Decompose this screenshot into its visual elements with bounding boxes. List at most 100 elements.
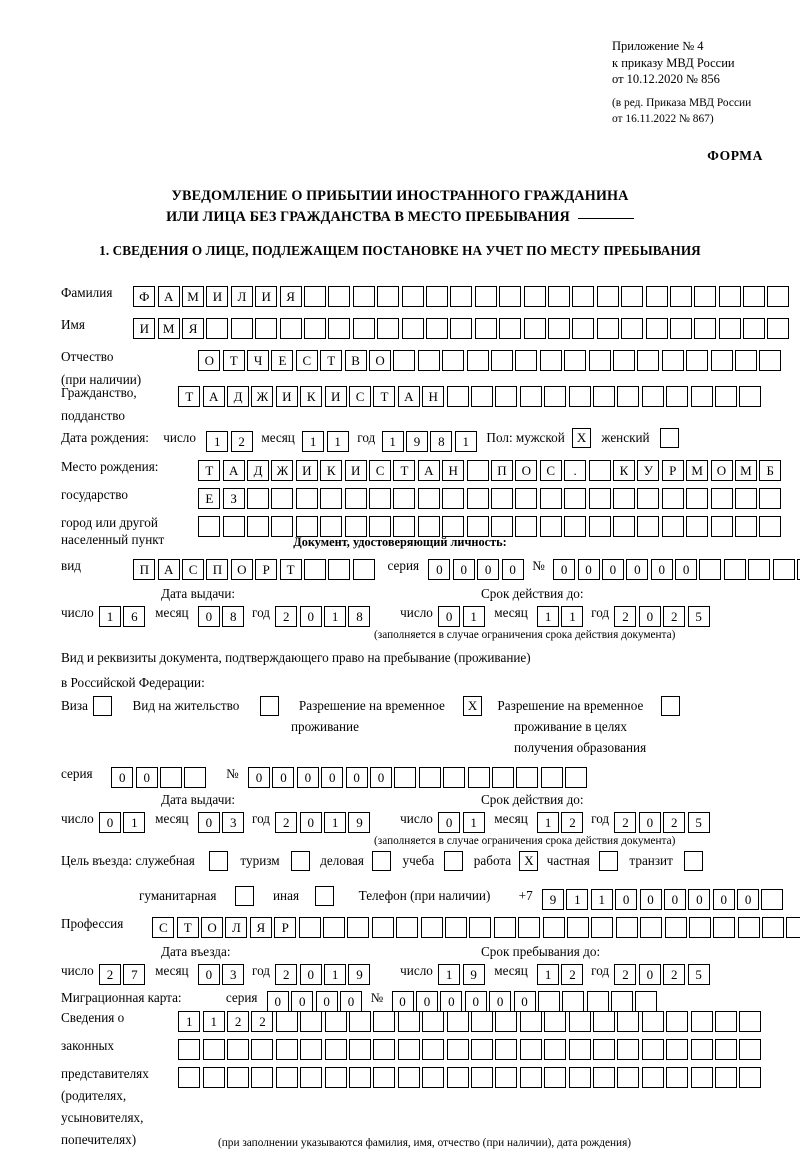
purpose-study-checkbox[interactable] (444, 850, 464, 871)
char-cell[interactable]: 8 (430, 430, 453, 452)
char-cell[interactable] (300, 1038, 323, 1060)
char-cell[interactable]: У (637, 459, 660, 481)
char-cell[interactable] (544, 1066, 567, 1088)
char-cell[interactable]: 1 (326, 430, 349, 452)
char-cell[interactable] (422, 1066, 445, 1088)
char-cell[interactable]: 1 (324, 811, 347, 833)
char-cell[interactable]: 0 (428, 558, 451, 580)
char-cell[interactable] (612, 487, 635, 509)
char-cell[interactable]: Я (279, 285, 302, 307)
char-cell[interactable] (690, 1038, 713, 1060)
char-cell[interactable] (666, 1066, 689, 1088)
char-cell[interactable] (396, 916, 419, 938)
char-cell[interactable] (393, 487, 416, 509)
char-cell[interactable]: Т (320, 349, 343, 371)
char-cell[interactable]: 0 (675, 558, 698, 580)
char-cell[interactable]: 0 (438, 811, 461, 833)
char-cell[interactable] (443, 766, 466, 788)
char-cell[interactable]: П (206, 558, 229, 580)
char-cell[interactable] (160, 766, 183, 788)
char-cell[interactable]: 2 (230, 430, 253, 452)
char-cell[interactable]: Р (255, 558, 278, 580)
char-cell[interactable] (542, 916, 565, 938)
char-cell[interactable] (739, 1010, 762, 1032)
char-cell[interactable] (369, 487, 392, 509)
purpose-service-checkbox[interactable] (209, 850, 229, 871)
char-cell[interactable]: К (300, 385, 323, 407)
char-cell[interactable]: И (255, 285, 278, 307)
char-cell[interactable] (206, 317, 229, 339)
char-cell[interactable] (734, 349, 757, 371)
char-cell[interactable] (324, 1038, 347, 1060)
char-cell[interactable] (592, 1010, 615, 1032)
char-cell[interactable] (377, 317, 400, 339)
char-cell[interactable] (450, 285, 473, 307)
char-cell[interactable] (640, 916, 663, 938)
char-cell[interactable] (566, 916, 589, 938)
char-cell[interactable]: О (515, 459, 538, 481)
char-cell[interactable] (612, 515, 635, 537)
char-cell[interactable]: 2 (663, 811, 686, 833)
char-cell[interactable]: 0 (321, 766, 344, 788)
char-cell[interactable] (298, 916, 321, 938)
char-cell[interactable] (759, 349, 782, 371)
char-cell[interactable] (761, 888, 784, 910)
char-cell[interactable]: Я (182, 317, 205, 339)
char-cell[interactable]: 3 (222, 963, 245, 985)
char-cell[interactable] (539, 487, 562, 509)
char-cell[interactable] (690, 1010, 713, 1032)
char-cell[interactable] (710, 487, 733, 509)
char-cell[interactable] (617, 1066, 640, 1088)
char-cell[interactable]: 9 (462, 963, 485, 985)
char-cell[interactable]: 1 (99, 605, 122, 627)
char-cell[interactable]: П (490, 459, 513, 481)
char-cell[interactable]: С (152, 916, 175, 938)
char-cell[interactable] (323, 916, 346, 938)
char-cell[interactable] (373, 1066, 396, 1088)
char-cell[interactable] (515, 515, 538, 537)
char-cell[interactable] (588, 487, 611, 509)
char-cell[interactable] (518, 916, 541, 938)
char-cell[interactable]: Б (759, 459, 782, 481)
char-cell[interactable]: 0 (299, 963, 322, 985)
char-cell[interactable]: Н (422, 385, 445, 407)
char-cell[interactable] (328, 317, 351, 339)
char-cell[interactable] (596, 317, 619, 339)
char-cell[interactable] (588, 459, 611, 481)
char-cell[interactable] (347, 916, 370, 938)
char-cell[interactable] (572, 285, 595, 307)
char-cell[interactable]: 1 (537, 963, 560, 985)
char-cell[interactable]: Л (225, 916, 248, 938)
char-cell[interactable] (349, 1010, 372, 1032)
char-cell[interactable]: 6 (123, 605, 146, 627)
char-cell[interactable]: 1 (206, 430, 229, 452)
char-cell[interactable] (377, 285, 400, 307)
char-cell[interactable] (519, 1038, 542, 1060)
char-cell[interactable] (690, 385, 713, 407)
char-cell[interactable]: 1 (561, 605, 584, 627)
purpose-work-checkbox[interactable]: X (519, 850, 539, 871)
char-cell[interactable] (184, 766, 207, 788)
char-cell[interactable] (373, 1038, 396, 1060)
char-cell[interactable] (714, 1010, 737, 1032)
char-cell[interactable] (641, 1010, 664, 1032)
char-cell[interactable] (515, 487, 538, 509)
char-cell[interactable] (344, 515, 367, 537)
char-cell[interactable]: А (157, 285, 180, 307)
char-cell[interactable]: 0 (688, 888, 711, 910)
char-cell[interactable]: 0 (638, 811, 661, 833)
char-cell[interactable]: 5 (687, 605, 710, 627)
char-cell[interactable] (666, 385, 689, 407)
char-cell[interactable]: Н (442, 459, 465, 481)
char-cell[interactable] (425, 285, 448, 307)
char-cell[interactable]: 5 (687, 963, 710, 985)
char-cell[interactable] (661, 515, 684, 537)
char-cell[interactable] (466, 487, 489, 509)
char-cell[interactable]: 2 (614, 605, 637, 627)
char-cell[interactable]: 0 (111, 766, 134, 788)
char-cell[interactable]: 0 (601, 558, 624, 580)
char-cell[interactable] (797, 558, 800, 580)
char-cell[interactable] (547, 285, 570, 307)
char-cell[interactable] (641, 1066, 664, 1088)
char-cell[interactable] (352, 317, 375, 339)
